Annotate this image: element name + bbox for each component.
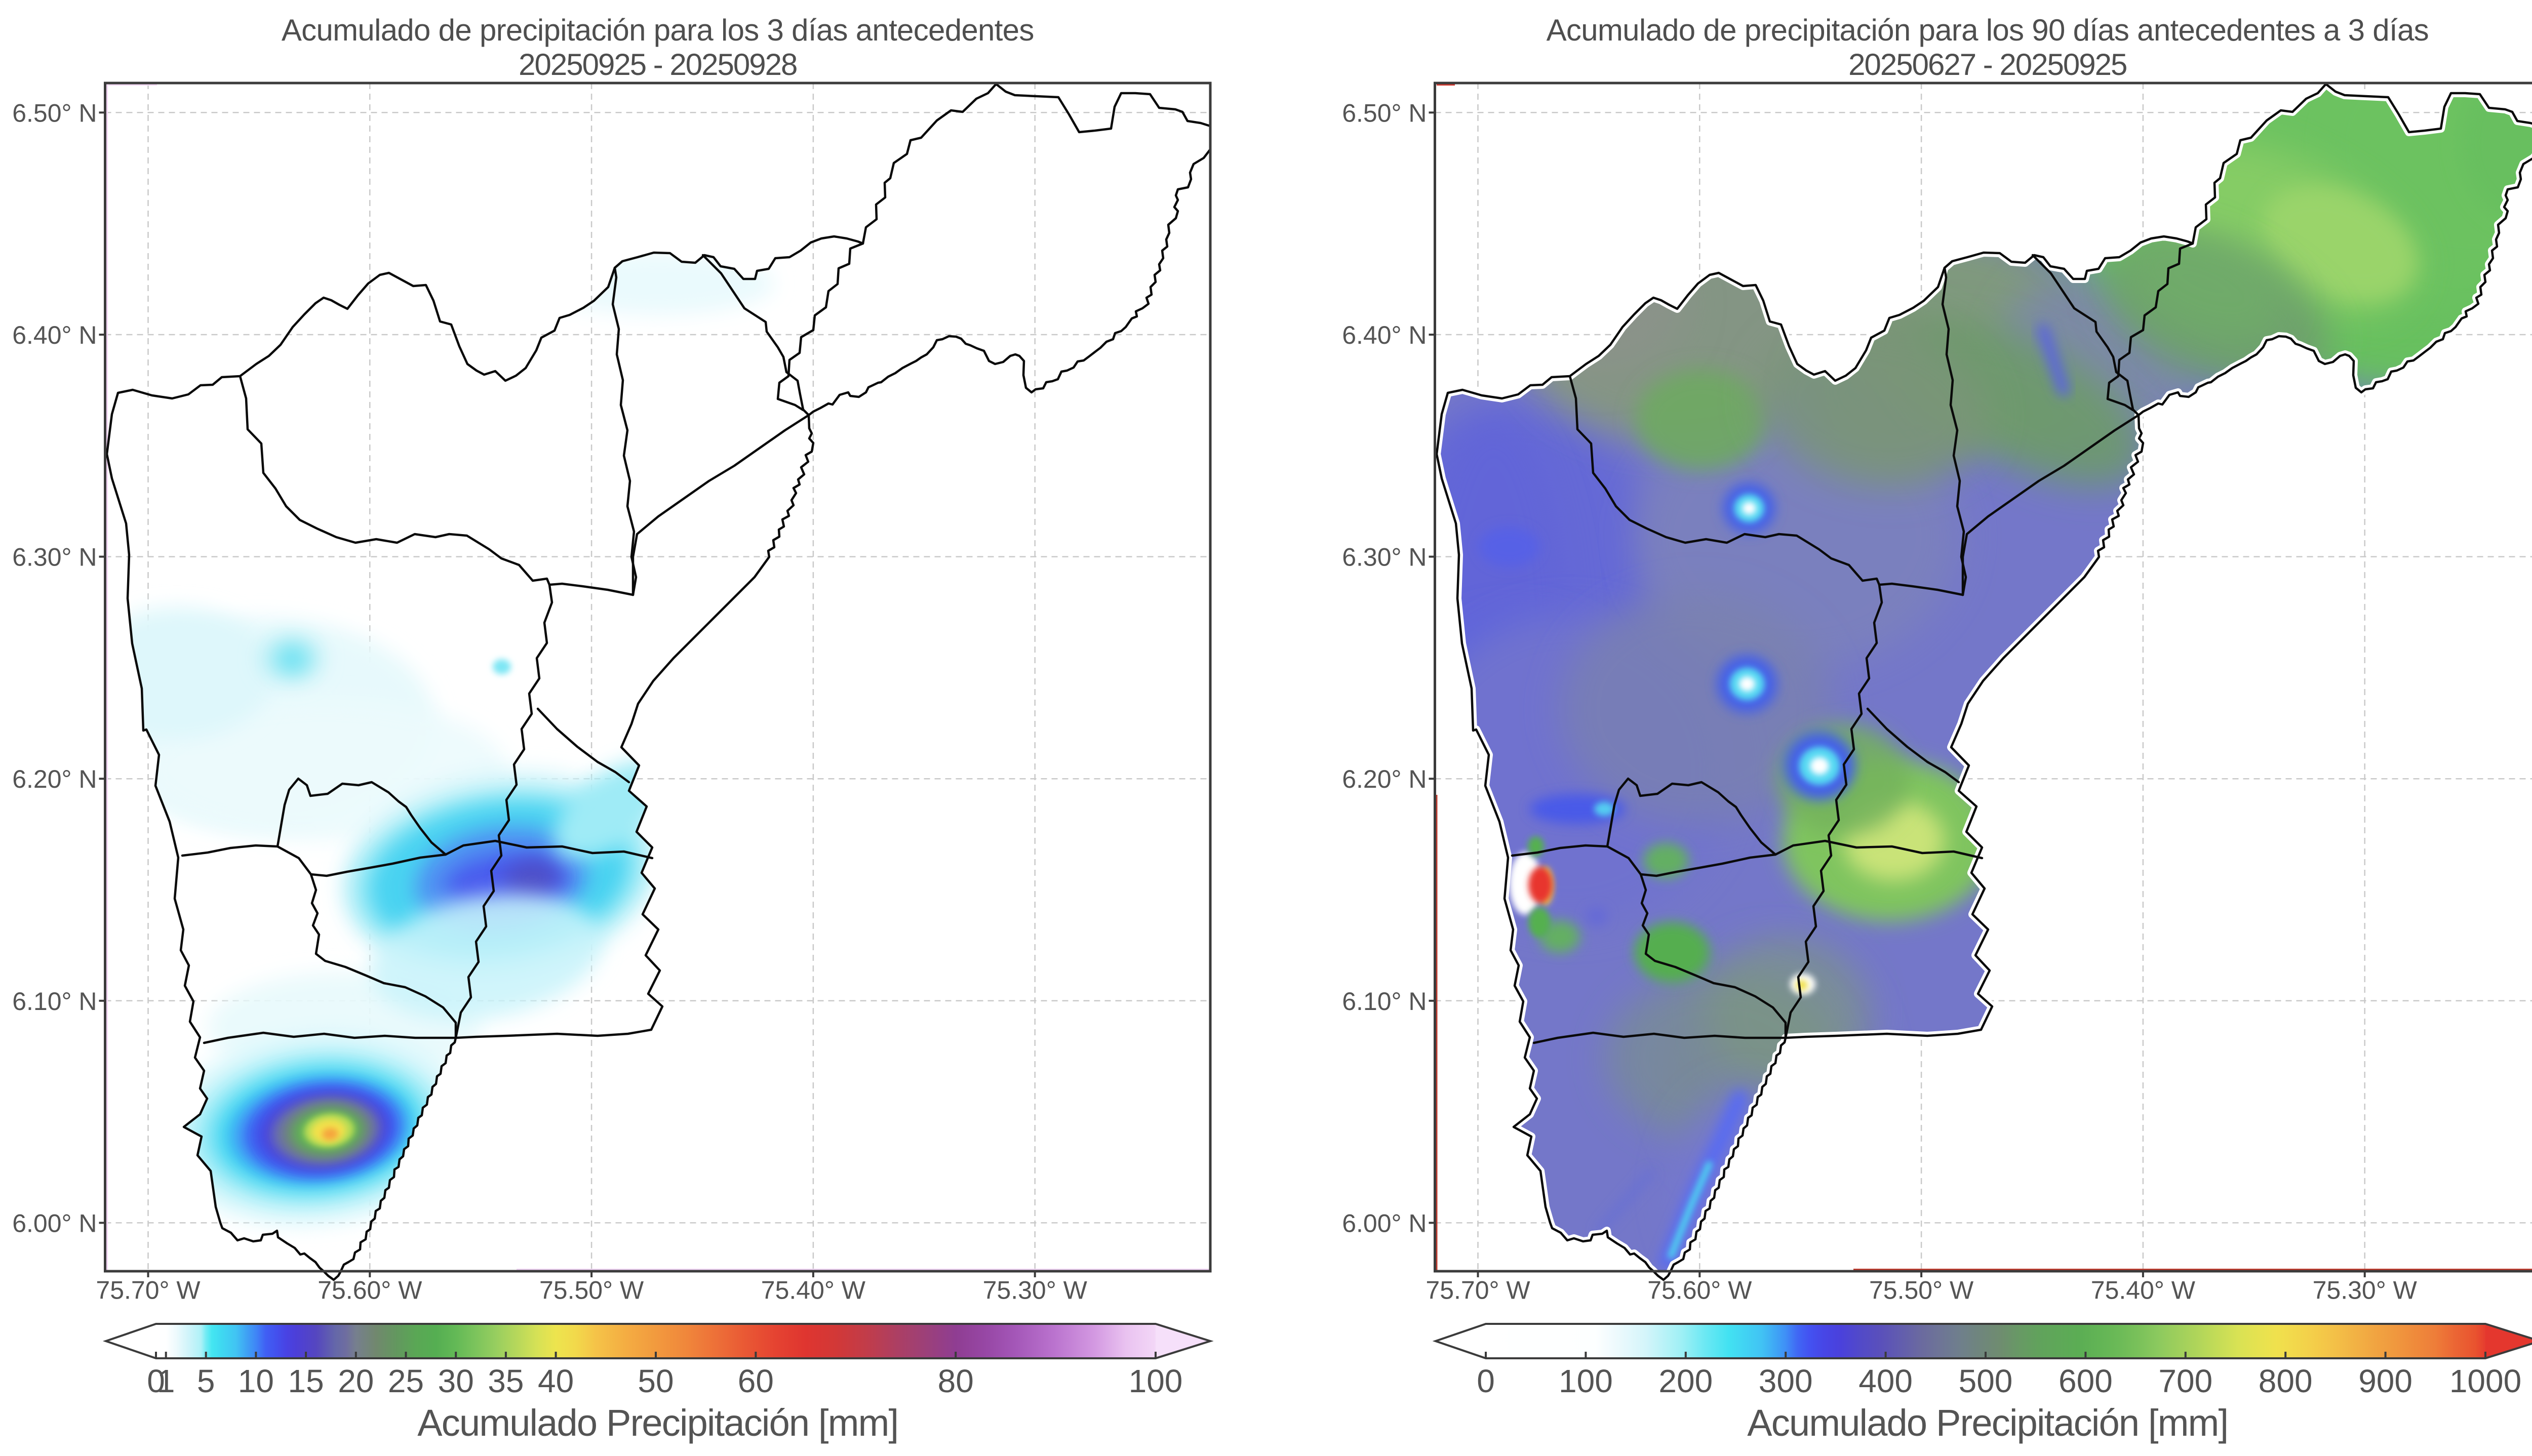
svg-text:6.40° N: 6.40° N: [1342, 321, 1427, 349]
svg-text:6.20° N: 6.20° N: [12, 765, 97, 793]
svg-text:20250627 - 20250925: 20250627 - 20250925: [1848, 48, 2126, 82]
svg-text:30: 30: [438, 1363, 474, 1399]
svg-text:50: 50: [638, 1363, 674, 1399]
svg-text:6.50° N: 6.50° N: [12, 99, 97, 127]
svg-text:800: 800: [2259, 1363, 2313, 1399]
svg-text:75.30° W: 75.30° W: [983, 1276, 1088, 1305]
svg-text:60: 60: [738, 1363, 774, 1399]
svg-text:75.70° W: 75.70° W: [96, 1276, 201, 1305]
svg-text:20250925 - 20250928: 20250925 - 20250928: [519, 48, 797, 82]
svg-text:75.50° W: 75.50° W: [1869, 1276, 1974, 1305]
svg-text:1000: 1000: [2449, 1363, 2521, 1399]
svg-text:35: 35: [488, 1363, 524, 1399]
svg-text:5: 5: [197, 1363, 215, 1399]
svg-text:15: 15: [288, 1363, 324, 1399]
svg-text:6.40° N: 6.40° N: [12, 321, 97, 349]
svg-text:400: 400: [1858, 1363, 1913, 1399]
svg-text:100: 100: [1129, 1363, 1183, 1399]
svg-text:100: 100: [1559, 1363, 1613, 1399]
svg-text:75.40° W: 75.40° W: [2091, 1276, 2196, 1305]
svg-text:900: 900: [2358, 1363, 2412, 1399]
svg-text:200: 200: [1658, 1363, 1713, 1399]
svg-text:40: 40: [538, 1363, 574, 1399]
svg-text:Acumulado de precipitación par: Acumulado de precipitación para los 3 dí…: [282, 13, 1034, 47]
svg-text:1: 1: [157, 1363, 175, 1399]
svg-text:6.10° N: 6.10° N: [12, 987, 97, 1016]
svg-text:10: 10: [238, 1363, 274, 1399]
svg-text:75.50° W: 75.50° W: [539, 1276, 644, 1305]
svg-text:75.60° W: 75.60° W: [1647, 1276, 1752, 1305]
svg-text:Acumulado Precipitación [mm]: Acumulado Precipitación [mm]: [417, 1402, 898, 1444]
svg-text:6.20° N: 6.20° N: [1342, 765, 1427, 793]
svg-text:0: 0: [1477, 1363, 1495, 1399]
svg-text:600: 600: [2059, 1363, 2113, 1399]
svg-text:Acumulado de precipitación par: Acumulado de precipitación para los 90 d…: [1547, 13, 2429, 47]
svg-text:75.70° W: 75.70° W: [1426, 1276, 1530, 1305]
svg-text:80: 80: [938, 1363, 974, 1399]
svg-text:6.30° N: 6.30° N: [1342, 543, 1427, 572]
svg-text:6.30° N: 6.30° N: [12, 543, 97, 572]
svg-text:6.50° N: 6.50° N: [1342, 99, 1427, 127]
svg-text:75.40° W: 75.40° W: [761, 1276, 866, 1305]
svg-text:Acumulado Precipitación [mm]: Acumulado Precipitación [mm]: [1747, 1402, 2228, 1444]
svg-text:0: 0: [147, 1363, 165, 1399]
svg-text:75.30° W: 75.30° W: [2313, 1276, 2418, 1305]
svg-text:300: 300: [1759, 1363, 1813, 1399]
svg-text:20: 20: [338, 1363, 374, 1399]
svg-text:75.60° W: 75.60° W: [318, 1276, 422, 1305]
svg-text:6.00° N: 6.00° N: [12, 1209, 97, 1237]
svg-text:500: 500: [1959, 1363, 2013, 1399]
svg-text:25: 25: [388, 1363, 424, 1399]
svg-text:6.00° N: 6.00° N: [1342, 1209, 1427, 1237]
svg-text:6.10° N: 6.10° N: [1342, 987, 1427, 1016]
svg-text:700: 700: [2158, 1363, 2212, 1399]
